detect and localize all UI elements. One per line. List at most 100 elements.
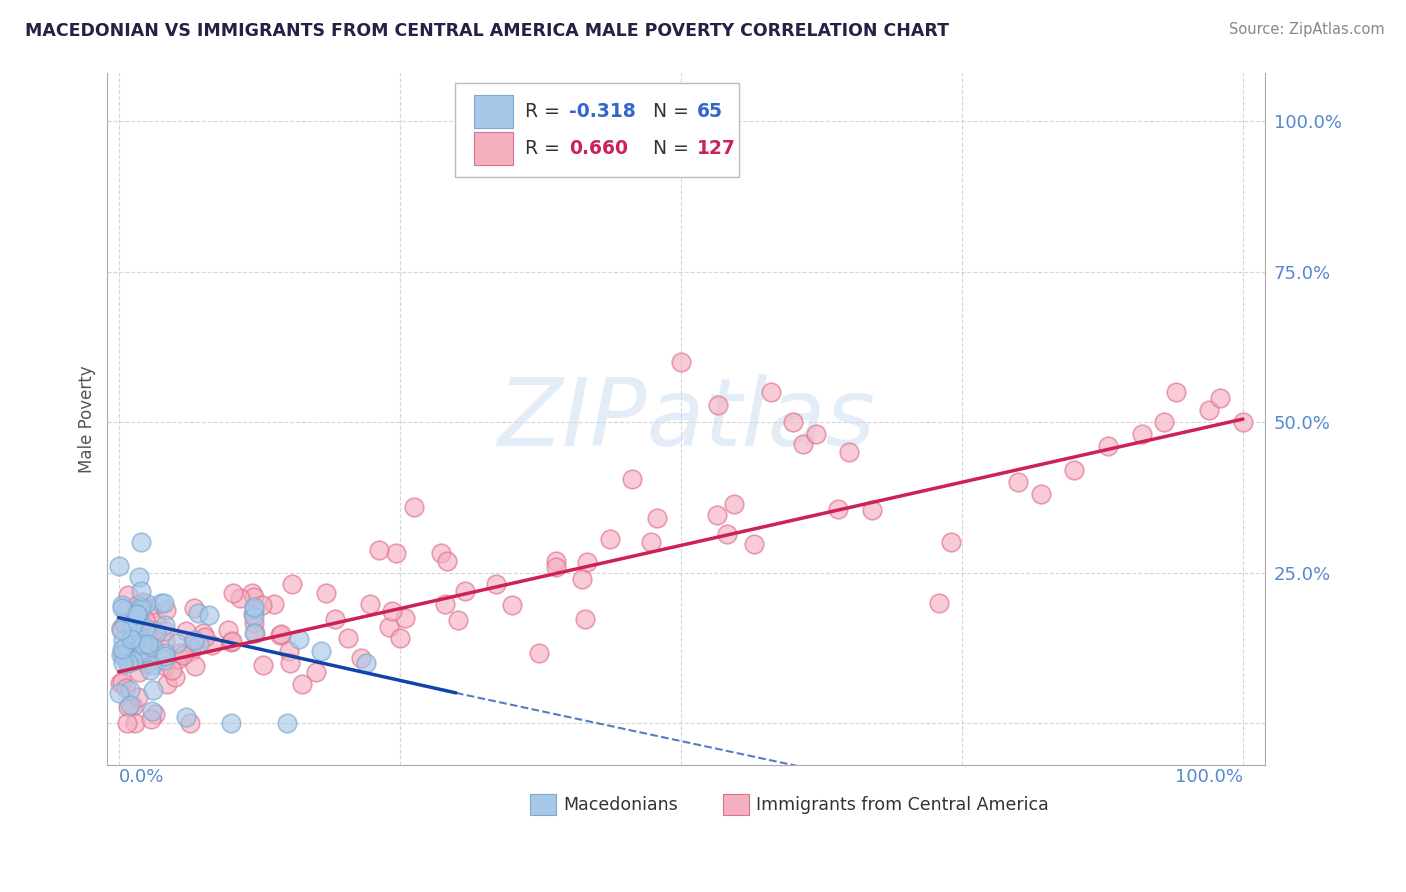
Point bbox=[278, 656, 301, 670]
Point bbox=[155, 649, 177, 664]
Point bbox=[571, 572, 593, 586]
Point bbox=[153, 618, 176, 632]
Point bbox=[838, 445, 860, 459]
Point bbox=[180, 644, 202, 658]
Point bbox=[149, 596, 172, 610]
Point bbox=[169, 646, 191, 660]
Point bbox=[183, 632, 205, 647]
Point bbox=[114, 617, 136, 632]
Point bbox=[111, 642, 134, 657]
Bar bbox=[530, 794, 555, 815]
Point bbox=[1029, 487, 1052, 501]
Point bbox=[125, 607, 148, 621]
Point bbox=[143, 707, 166, 722]
Text: 127: 127 bbox=[697, 139, 735, 158]
Point bbox=[242, 599, 264, 614]
Point bbox=[153, 646, 176, 660]
Point bbox=[433, 598, 456, 612]
Point bbox=[381, 604, 404, 618]
Point bbox=[827, 502, 849, 516]
Point bbox=[430, 546, 453, 560]
Point bbox=[290, 676, 312, 690]
Point bbox=[640, 535, 662, 549]
Point bbox=[183, 637, 205, 651]
Text: R =: R = bbox=[526, 103, 567, 121]
Point bbox=[1153, 415, 1175, 429]
Point bbox=[134, 613, 156, 627]
Point bbox=[122, 698, 145, 713]
Point bbox=[129, 535, 152, 549]
Point bbox=[176, 624, 198, 639]
Point bbox=[117, 716, 139, 731]
Point bbox=[142, 623, 165, 637]
Point bbox=[117, 700, 139, 714]
Point bbox=[111, 647, 134, 661]
Point bbox=[115, 653, 138, 667]
Point bbox=[184, 659, 207, 673]
Point bbox=[139, 663, 162, 677]
Point bbox=[716, 526, 738, 541]
Point bbox=[219, 634, 242, 648]
Point bbox=[108, 676, 131, 690]
Point bbox=[402, 500, 425, 514]
Point bbox=[278, 644, 301, 658]
Point bbox=[127, 607, 149, 621]
Point bbox=[153, 633, 176, 648]
Point bbox=[242, 610, 264, 624]
Point bbox=[484, 577, 506, 591]
Point bbox=[145, 625, 167, 640]
Point bbox=[127, 628, 149, 642]
FancyBboxPatch shape bbox=[454, 83, 738, 177]
Point bbox=[172, 648, 194, 662]
Point bbox=[174, 710, 197, 724]
Point bbox=[270, 627, 292, 641]
Point bbox=[111, 657, 134, 671]
Point bbox=[112, 616, 135, 631]
Point bbox=[1164, 384, 1187, 399]
Point bbox=[128, 651, 150, 665]
Point bbox=[385, 546, 408, 560]
Point bbox=[187, 606, 209, 620]
Point bbox=[191, 625, 214, 640]
Point bbox=[122, 638, 145, 652]
Point bbox=[107, 686, 129, 700]
Point bbox=[240, 586, 263, 600]
Point bbox=[928, 596, 950, 610]
Point bbox=[141, 640, 163, 655]
Point bbox=[117, 588, 139, 602]
Point bbox=[121, 620, 143, 634]
Point bbox=[229, 591, 252, 605]
Point bbox=[139, 712, 162, 726]
Point bbox=[135, 624, 157, 639]
Point bbox=[162, 664, 184, 678]
Point bbox=[368, 543, 391, 558]
Point bbox=[287, 632, 309, 646]
Point bbox=[436, 554, 458, 568]
Text: 0.660: 0.660 bbox=[569, 139, 628, 158]
Point bbox=[242, 615, 264, 630]
Text: Source: ZipAtlas.com: Source: ZipAtlas.com bbox=[1229, 22, 1385, 37]
Point bbox=[269, 628, 291, 642]
Point bbox=[1130, 427, 1153, 442]
Point bbox=[110, 675, 132, 690]
Point bbox=[142, 639, 165, 653]
Point bbox=[599, 532, 621, 546]
Point bbox=[378, 620, 401, 634]
Text: MACEDONIAN VS IMMIGRANTS FROM CENTRAL AMERICA MALE POVERTY CORRELATION CHART: MACEDONIAN VS IMMIGRANTS FROM CENTRAL AM… bbox=[25, 22, 949, 40]
Text: N =: N = bbox=[652, 139, 695, 158]
Point bbox=[179, 716, 201, 731]
Point bbox=[219, 716, 242, 731]
Point bbox=[135, 596, 157, 610]
Point bbox=[359, 597, 381, 611]
Point bbox=[804, 427, 827, 442]
Point bbox=[115, 681, 138, 695]
Text: 0.0%: 0.0% bbox=[118, 768, 165, 786]
Point bbox=[132, 637, 155, 651]
Point bbox=[110, 624, 132, 638]
Point bbox=[242, 607, 264, 622]
Point bbox=[707, 398, 730, 412]
Point bbox=[152, 596, 174, 610]
Point bbox=[337, 631, 360, 645]
Point bbox=[1097, 439, 1119, 453]
Point bbox=[669, 355, 692, 369]
